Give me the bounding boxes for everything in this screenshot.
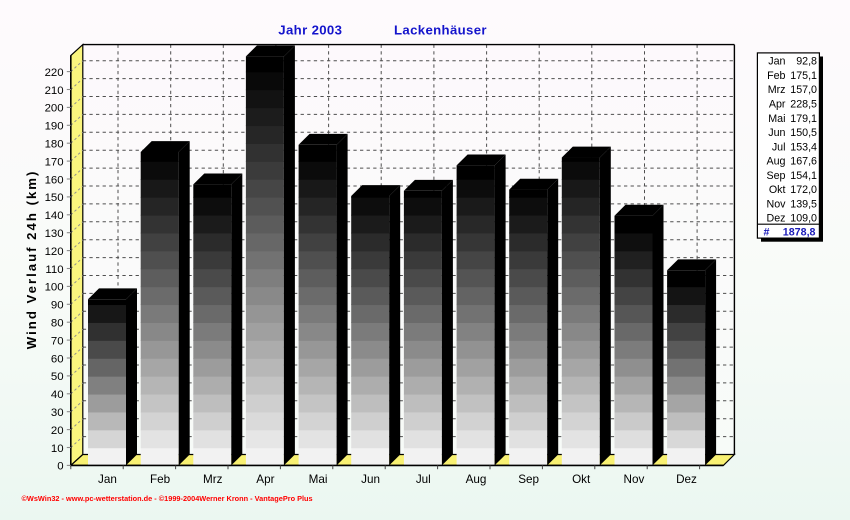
svg-text:#: # xyxy=(764,226,770,238)
svg-text:175,1: 175,1 xyxy=(790,70,817,82)
svg-text:167,6: 167,6 xyxy=(790,156,817,168)
svg-text:Sep: Sep xyxy=(766,170,785,182)
svg-text:Nov: Nov xyxy=(624,473,645,486)
svg-text:220: 220 xyxy=(45,67,64,79)
svg-text:228,5: 228,5 xyxy=(790,99,817,111)
svg-text:Lackenhäuser: Lackenhäuser xyxy=(394,23,487,38)
svg-text:Mrz: Mrz xyxy=(203,473,223,486)
svg-text:Sep: Sep xyxy=(518,473,539,486)
svg-text:Jun: Jun xyxy=(768,127,785,139)
svg-text:Aug: Aug xyxy=(466,473,487,486)
svg-text:60: 60 xyxy=(51,353,64,365)
svg-text:120: 120 xyxy=(45,246,64,258)
svg-text:150: 150 xyxy=(45,192,64,204)
svg-text:140: 140 xyxy=(45,210,64,222)
svg-text:Okt: Okt xyxy=(572,473,591,486)
svg-text:210: 210 xyxy=(45,85,64,97)
svg-text:Apr: Apr xyxy=(256,473,274,486)
svg-text:200: 200 xyxy=(45,103,64,115)
svg-text:92,8: 92,8 xyxy=(796,56,817,68)
svg-text:110: 110 xyxy=(45,264,63,276)
svg-text:Jan: Jan xyxy=(98,473,117,486)
svg-text:Dez: Dez xyxy=(766,213,785,225)
svg-text:Jul: Jul xyxy=(772,141,786,153)
svg-text:40: 40 xyxy=(51,389,64,401)
svg-text:130: 130 xyxy=(45,228,64,240)
svg-text:150,5: 150,5 xyxy=(790,127,817,139)
svg-text:70: 70 xyxy=(51,335,64,347)
svg-text:Okt: Okt xyxy=(769,184,786,196)
svg-text:Mai: Mai xyxy=(768,113,785,125)
svg-text:1878,8: 1878,8 xyxy=(783,226,816,238)
svg-text:0: 0 xyxy=(57,461,63,473)
svg-text:Wind Verlauf 24h (km): Wind Verlauf 24h (km) xyxy=(24,170,39,350)
svg-text:Apr: Apr xyxy=(769,99,786,111)
svg-text:80: 80 xyxy=(51,318,64,330)
svg-text:179,1: 179,1 xyxy=(790,113,817,125)
svg-text:90: 90 xyxy=(51,300,64,312)
svg-text:10: 10 xyxy=(51,443,64,455)
svg-text:154,1: 154,1 xyxy=(790,170,817,182)
svg-text:20: 20 xyxy=(51,425,64,437)
svg-text:153,4: 153,4 xyxy=(790,141,817,153)
svg-text:Mrz: Mrz xyxy=(768,84,786,96)
svg-text:190: 190 xyxy=(45,121,64,133)
svg-text:Jun: Jun xyxy=(361,473,380,486)
svg-text:50: 50 xyxy=(51,371,64,383)
svg-text:100: 100 xyxy=(45,282,64,294)
svg-text:Nov: Nov xyxy=(766,198,786,210)
svg-text:Jan: Jan xyxy=(768,56,785,68)
svg-text:Dez: Dez xyxy=(676,473,697,486)
svg-text:Feb: Feb xyxy=(767,70,785,82)
svg-text:Feb: Feb xyxy=(150,473,171,486)
svg-text:170: 170 xyxy=(45,156,64,168)
svg-text:Jahr 2003: Jahr 2003 xyxy=(278,23,342,38)
svg-text:Jul: Jul xyxy=(416,473,431,486)
svg-text:©WsWin32 - www.pc-wetterstatio: ©WsWin32 - www.pc-wetterstation.de - ©19… xyxy=(22,494,313,503)
svg-text:180: 180 xyxy=(45,139,64,151)
svg-text:160: 160 xyxy=(45,174,64,186)
svg-text:109,0: 109,0 xyxy=(790,213,817,225)
svg-text:Aug: Aug xyxy=(766,156,785,168)
svg-text:139,5: 139,5 xyxy=(790,198,817,210)
svg-text:157,0: 157,0 xyxy=(790,84,817,96)
svg-text:172,0: 172,0 xyxy=(790,184,817,196)
svg-text:Mai: Mai xyxy=(309,473,328,486)
svg-text:30: 30 xyxy=(51,407,64,419)
